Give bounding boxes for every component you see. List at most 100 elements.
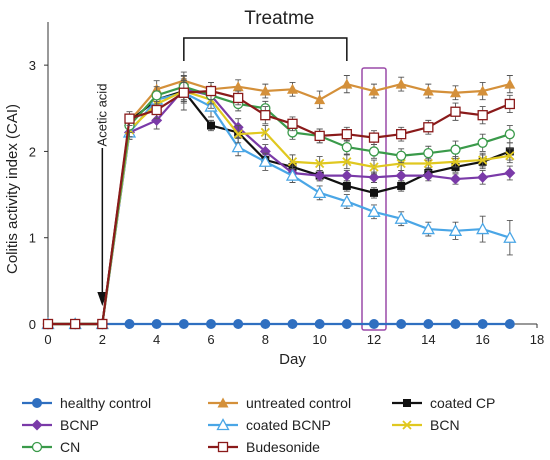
treatment-bracket: [183, 37, 348, 61]
legend-swatch-marker: [403, 399, 411, 407]
treatment-label: Treatme: [244, 8, 314, 29]
data-point: [178, 87, 189, 98]
data-point: [342, 157, 352, 167]
data-point: [124, 113, 135, 124]
legend-swatch-marker: [217, 441, 229, 453]
data-point: [422, 170, 434, 182]
x-tick-label: 6: [207, 332, 214, 347]
data-point: [421, 222, 435, 235]
data-point: [287, 319, 298, 329]
data-point: [314, 130, 325, 142]
data-point: [504, 98, 515, 110]
x-tick-label: 8: [262, 332, 269, 347]
legend-swatch-marker: [31, 441, 43, 453]
data-point: [233, 319, 244, 329]
data-point: [396, 129, 407, 140]
legend-swatch-marker: [216, 418, 230, 431]
data-point: [396, 158, 406, 169]
data-point: [369, 319, 379, 329]
data-point: [341, 129, 352, 140]
legend-label: BCNP: [60, 417, 99, 433]
x-tick-label: 14: [421, 332, 435, 347]
data-point: [477, 171, 489, 183]
data-point: [370, 188, 378, 197]
data-point: [231, 140, 245, 153]
legend-label: Budesonide: [246, 439, 320, 455]
data-point: [341, 170, 353, 182]
y-axis-title: Colitis activity index (CAI): [4, 104, 21, 274]
data-point: [477, 110, 488, 121]
data-point: [341, 78, 353, 89]
data-point: [285, 168, 300, 181]
acetic-acid-arrow-head: [97, 292, 108, 306]
data-point: [260, 319, 271, 329]
data-point: [259, 145, 271, 157]
y-tick-label: 0: [29, 317, 36, 332]
legend-label: coated CP: [430, 395, 495, 411]
data-point: [504, 78, 516, 89]
data-point: [287, 83, 298, 94]
data-point: [151, 114, 163, 126]
data-point: [450, 106, 461, 117]
data-point: [207, 121, 215, 130]
data-point: [477, 85, 489, 96]
data-point: [341, 141, 352, 153]
data-point: [478, 155, 488, 165]
legend-item-healthy-control: healthy control: [22, 395, 151, 411]
data-point: [70, 318, 81, 330]
x-tick-label: 18: [530, 332, 544, 347]
series-budesonide: [42, 81, 515, 330]
legend-swatch-marker: [31, 419, 43, 431]
data-point: [258, 154, 272, 167]
data-point: [477, 137, 488, 148]
data-point: [395, 170, 407, 182]
highlight-box: [361, 67, 387, 331]
legend-item-cn: CN: [22, 439, 80, 455]
data-point: [450, 157, 461, 167]
data-point: [342, 181, 351, 190]
data-point: [477, 319, 488, 329]
data-point: [504, 167, 516, 179]
data-point: [396, 319, 407, 329]
legend-label: CN: [60, 439, 80, 455]
data-point: [287, 118, 298, 129]
legend-label: untreated control: [246, 395, 351, 411]
data-point: [450, 173, 461, 185]
legend-label: BCN: [430, 417, 460, 433]
data-point: [503, 230, 517, 243]
data-point: [368, 85, 380, 96]
x-tick-label: 16: [475, 332, 489, 347]
data-point: [505, 151, 515, 161]
data-point: [450, 144, 461, 155]
data-point: [287, 157, 298, 167]
legend-item-coated-cp: coated CP: [392, 395, 495, 411]
legend-swatch-marker: [217, 397, 229, 408]
data-point: [205, 85, 217, 97]
legend-swatch-marker: [402, 420, 412, 430]
data-point: [450, 87, 461, 98]
data-point: [313, 185, 327, 198]
data-point: [422, 85, 434, 96]
data-point: [448, 223, 463, 236]
data-point: [423, 319, 434, 329]
data-point: [206, 319, 216, 329]
legend-item-budesonide: Budesonide: [208, 439, 320, 455]
legend-label: coated BCNP: [246, 417, 331, 433]
data-point: [423, 148, 434, 159]
data-point: [151, 90, 162, 101]
data-point: [233, 92, 244, 104]
data-point: [368, 171, 380, 183]
data-point: [394, 211, 408, 224]
data-point: [260, 127, 270, 138]
legend-item-bcn: BCN: [392, 417, 460, 433]
data-point: [233, 129, 243, 139]
data-point: [504, 129, 515, 140]
y-tick-label: 1: [29, 231, 36, 246]
data-point: [260, 110, 271, 121]
data-point: [151, 319, 162, 329]
data-point: [450, 319, 461, 329]
data-point: [315, 158, 325, 169]
x-tick-label: 0: [44, 332, 51, 347]
data-point: [259, 85, 271, 96]
data-point: [423, 158, 433, 169]
